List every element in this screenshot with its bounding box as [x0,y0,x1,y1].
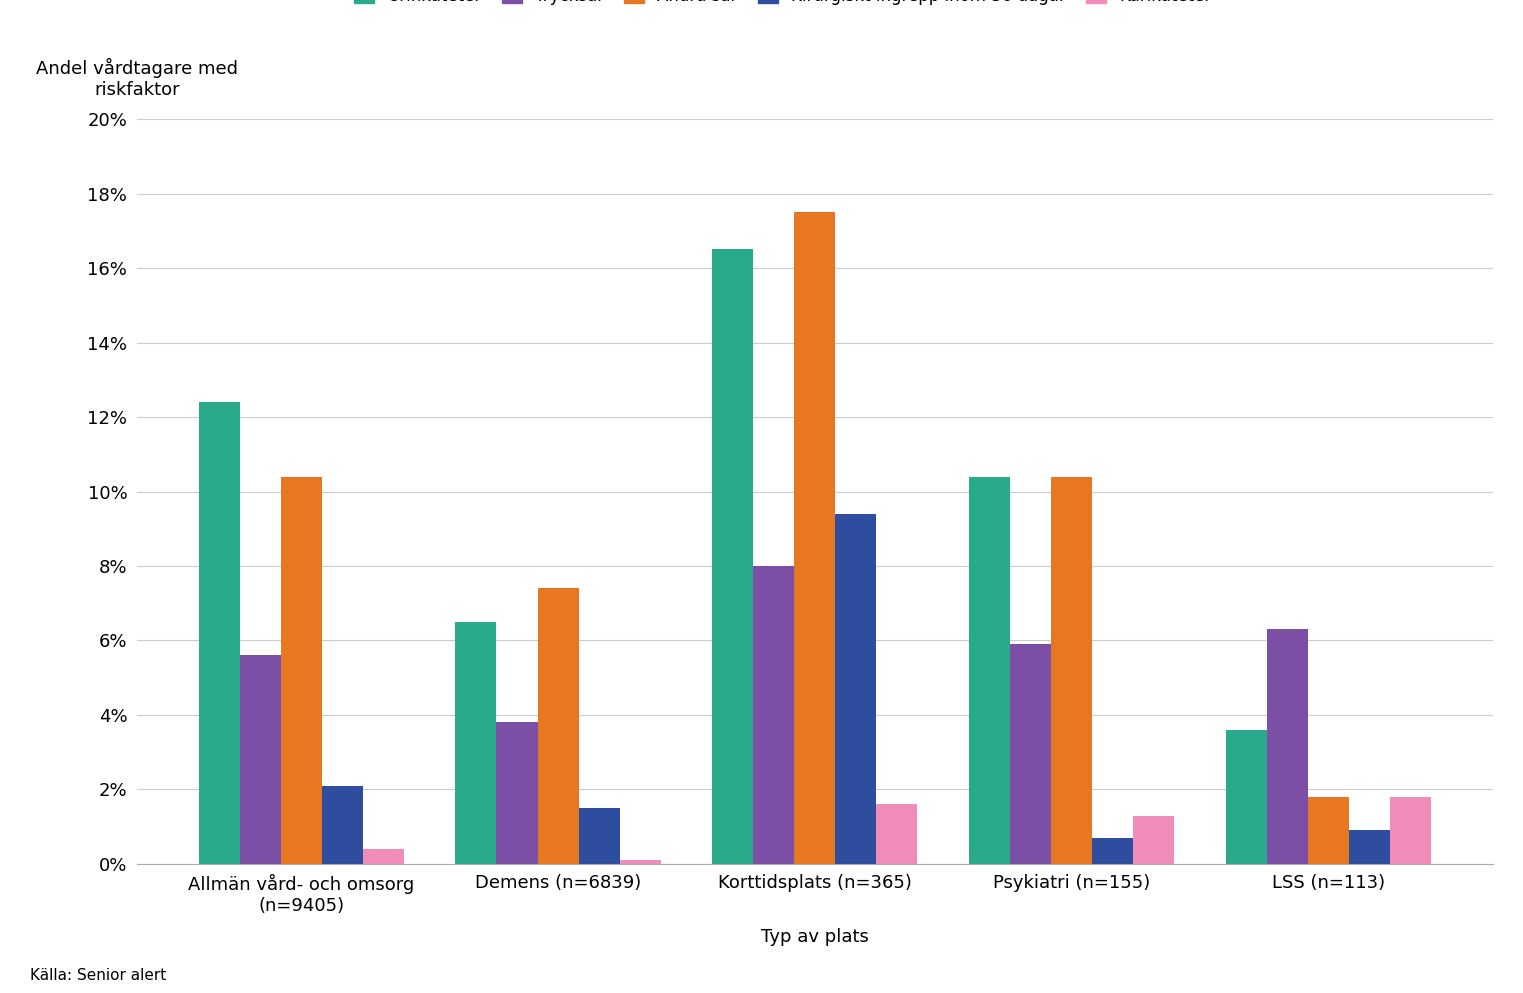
Bar [538,588,579,864]
Bar [1349,830,1390,864]
Bar [835,514,876,864]
Bar [1226,730,1267,864]
Bar [754,566,795,864]
Bar [362,849,404,864]
Bar [198,402,239,864]
Bar [1267,630,1308,864]
Bar [969,477,1010,864]
Bar [876,804,917,864]
Bar [1010,644,1051,864]
X-axis label: Typ av plats: Typ av plats [762,928,868,946]
Bar [1390,796,1432,864]
Bar [1092,838,1133,864]
Bar [795,213,835,864]
Bar [1308,796,1349,864]
Bar [620,860,661,864]
Text: Andel vårdtagare med
riskfaktor: Andel vårdtagare med riskfaktor [37,59,238,99]
Bar [496,723,538,864]
Legend: Urinkateter, Trycksår, Andra sår, Kirurgiskt ingrepp inom 30 dagar, Kärlkateter: Urinkateter, Trycksår, Andra sår, Kirurg… [353,0,1211,5]
Bar [280,477,321,864]
Bar [713,249,754,864]
Bar [1133,815,1174,864]
Bar [321,785,362,864]
Bar [455,622,496,864]
Bar [1051,477,1092,864]
Bar [579,808,620,864]
Text: Källa: Senior alert: Källa: Senior alert [30,968,166,983]
Bar [239,655,280,864]
